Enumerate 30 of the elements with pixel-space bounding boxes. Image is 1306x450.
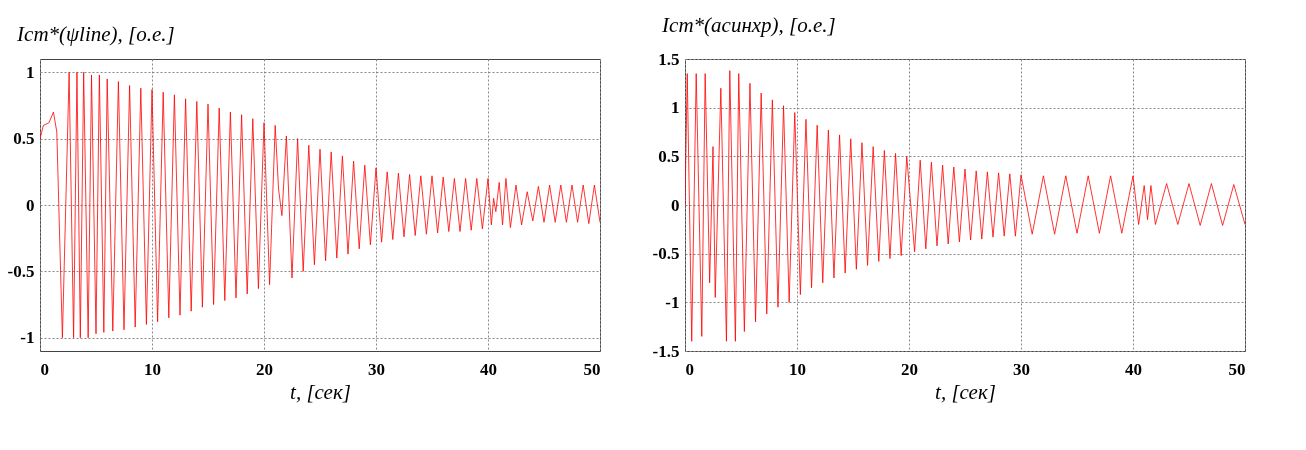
y-tick-label: -0.5 [7,261,35,281]
y-tick-label: 1 [26,62,35,82]
x-tick-label: 20 [256,359,273,379]
x-tick-label: 50 [583,359,601,379]
y-tick-label: -1 [20,328,35,348]
y-tick-label: 1 [671,98,680,118]
line-series [40,71,600,339]
x-axis-title: t, [сек] [935,379,996,404]
x-tick-label: 40 [480,359,497,379]
x-tick-label: 0 [40,359,49,379]
y-axis-title: Icm*(асинхр), [о.е.] [661,13,836,37]
y-tick-label: -1 [665,292,680,312]
x-tick-label: 10 [144,359,161,379]
x-tick-label: 10 [789,359,806,379]
y-axis-title: Icm*(ψline), [о.е.] [16,22,175,46]
y-tick-label: -1.5 [652,341,680,361]
y-tick-label: -0.5 [652,244,680,264]
y-tick-label: 1.5 [658,49,680,69]
y-tick-label: 0 [26,195,35,215]
y-tick-label: 0.5 [658,146,680,166]
x-tick-label: 30 [368,359,385,379]
y-tick-label: 0.5 [13,129,35,149]
x-tick-label: 30 [1013,359,1030,379]
x-axis-title: t, [сек] [290,379,351,404]
x-tick-label: 0 [685,359,694,379]
line-series [685,70,1245,342]
y-tick-label: 0 [671,195,680,215]
x-tick-label: 20 [901,359,918,379]
x-tick-label: 50 [1228,359,1246,379]
x-tick-label: 40 [1125,359,1142,379]
